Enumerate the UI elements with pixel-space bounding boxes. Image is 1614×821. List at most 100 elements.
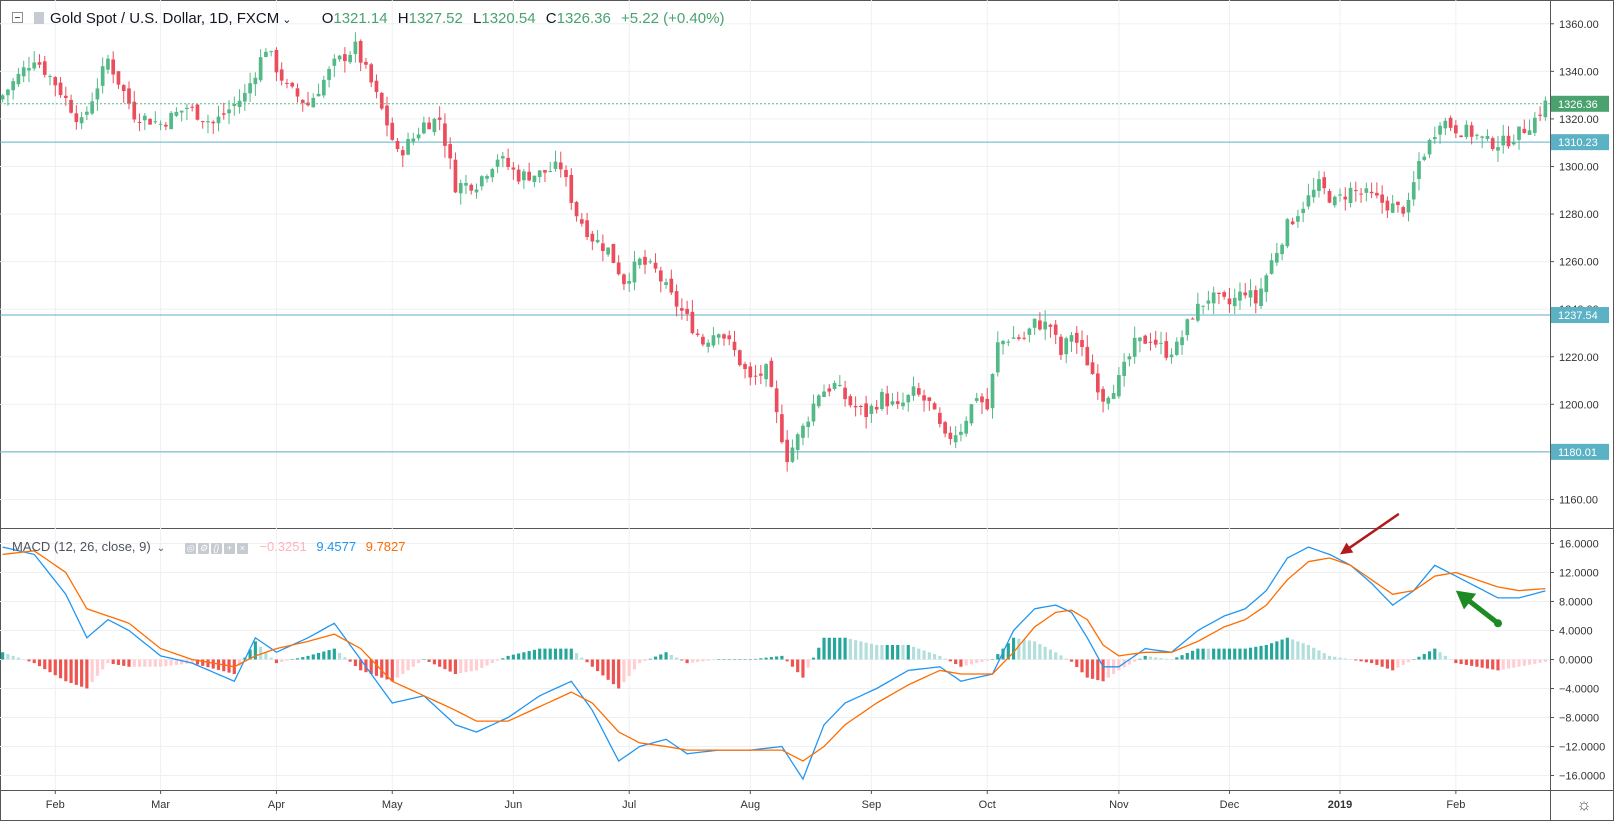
candle-body [6,89,10,96]
candle-body [200,121,205,123]
macd-tick-label: 0.0000 [1559,655,1593,667]
candle-body [769,360,774,387]
histogram-bar [732,659,737,660]
candle-body [1164,341,1169,358]
histogram-bar [1338,657,1342,660]
candle-body [1496,147,1500,151]
candle-body [21,67,26,77]
candle-body [1280,244,1284,255]
histogram-bar [90,659,94,683]
symbol-title[interactable]: Gold Spot / U.S. Dollar, 1D, FXCM [50,10,280,27]
histogram-bar [596,659,600,672]
histogram-bar [627,659,631,676]
histogram-bar [111,659,115,665]
histogram-bar [1127,659,1131,665]
candle-body [32,62,37,69]
histogram-bar [1291,639,1295,660]
add-icon[interactable]: + [223,543,235,554]
chevron-down-icon[interactable]: ⌄ [156,543,166,554]
candle-body [1143,335,1148,344]
macd-series-macd [2,546,1546,781]
candle-body [622,274,626,285]
histogram-bar [985,659,989,661]
candle-body [1248,290,1253,298]
hline-price-badge [1551,443,1609,460]
candle-body [316,93,321,97]
histogram-bar [1485,659,1490,669]
time-tick-label: Mar [151,799,170,811]
candle-body [616,262,621,275]
candle-body [1543,100,1548,118]
histogram-bar [85,659,89,689]
histogram-bar [1022,639,1026,660]
candle-body [53,77,58,86]
histogram-bar [1449,659,1453,660]
histogram-bar [1343,658,1347,660]
histogram-bar [1496,659,1500,671]
macd-tick-label: 4.0000 [1559,626,1593,638]
source-code-icon[interactable]: {} [210,543,222,554]
candle-body [1501,135,1506,146]
histogram-bar [1470,659,1474,666]
settings-icon[interactable]: ⚙ [197,543,209,554]
candle-body [1353,190,1358,192]
candle-body [1232,297,1237,307]
histogram-bar [1512,659,1516,668]
chevron-down-icon[interactable]: ⌄ [279,14,292,26]
candle-body [274,49,279,73]
annotation-anchor-dot [1493,619,1502,628]
candle-body [806,421,811,428]
candle-body [574,201,579,217]
histogram-bar [753,658,758,660]
time-tick-label: Feb [1446,799,1465,811]
flag-icon[interactable] [34,12,44,24]
macd-title[interactable]: MACD (12, 26, close, 9) [12,539,151,554]
histogram-bar [22,659,26,660]
histogram-bar [1264,645,1268,660]
histogram-bar [53,659,57,676]
candle-body [743,364,747,370]
candle-body [827,388,832,392]
histogram-bar [180,659,184,665]
candle-body [790,447,795,462]
histogram-bar [1185,652,1189,660]
histogram-bar [159,659,163,667]
candle-body [890,401,895,405]
candle-body [1396,201,1400,206]
histogram-bar [216,659,221,670]
histogram-bar [543,648,547,660]
histogram-bar [875,645,879,660]
eye-icon[interactable]: ◎ [184,543,196,554]
histogram-bar [95,659,99,676]
histogram-bar [1348,659,1353,660]
candle-body [37,62,42,65]
candle-body [58,82,63,96]
close-icon[interactable]: × [236,543,248,554]
histogram-bar [1054,652,1058,660]
candle-body [1132,337,1137,357]
histogram-bar [1101,659,1105,682]
candle-body [564,169,568,178]
histogram-bar [1475,659,1479,667]
histogram-bar [1480,659,1484,668]
macd-tick-label: −16.0000 [1559,771,1605,783]
collapse-icon[interactable] [12,12,23,23]
candle-body [516,169,521,182]
candle-body [1532,117,1537,133]
gear-icon[interactable]: ☼ [1576,795,1592,814]
histogram-bar [859,641,863,660]
histogram-bar [1380,659,1384,667]
candle-body [1311,189,1316,198]
candle-body [1317,179,1321,191]
candle-body [100,66,105,86]
histogram-bar [1148,656,1153,660]
candle-body [1111,393,1116,399]
candle-body [1174,341,1179,355]
histogram-bar [517,653,521,660]
histogram-bar [527,651,531,660]
candle-body [906,395,911,403]
histogram-bar [938,655,942,660]
histogram-bar [1406,659,1411,663]
histogram-bar [1080,659,1084,673]
